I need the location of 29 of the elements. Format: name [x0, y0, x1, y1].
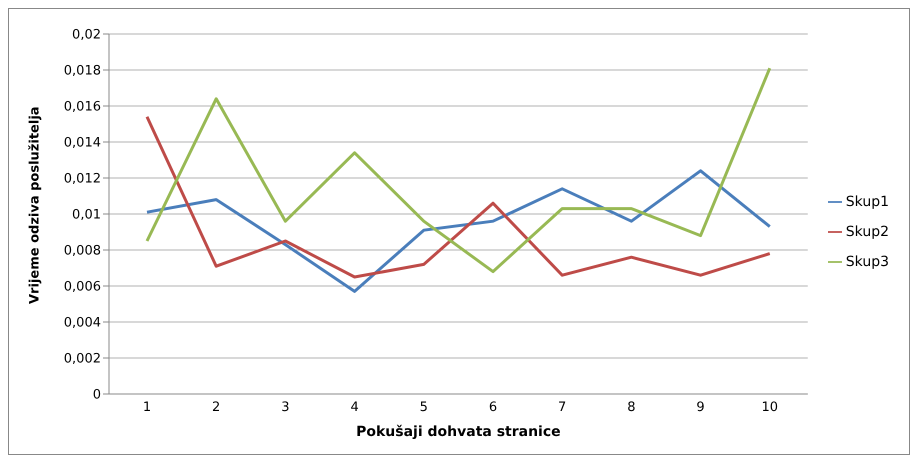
y-tick-label: 0,002 [64, 352, 101, 367]
y-tick-label: 0,02 [72, 28, 101, 43]
x-axis-title: Pokušaji dohvata stranice [356, 424, 561, 440]
y-tick-label: 0,01 [72, 208, 101, 223]
line-series [146, 115, 772, 278]
legend-label: Skup2 [846, 224, 889, 240]
y-tick-label: 0,006 [64, 280, 101, 295]
x-tick-label: 1 [142, 400, 152, 416]
y-tick-label: 0,008 [64, 244, 101, 259]
x-tick-label: 4 [350, 400, 359, 416]
line-series [146, 169, 772, 293]
y-tick-label: 0,018 [64, 64, 101, 79]
x-tick-label: 6 [488, 400, 498, 416]
line-series [146, 66, 772, 274]
x-tick-label: 5 [420, 400, 428, 416]
y-tick-label: 0,014 [64, 136, 101, 151]
y-tick-label: 0,012 [64, 172, 101, 187]
x-tick-label: 8 [627, 400, 636, 416]
x-tick-label: 7 [558, 400, 566, 416]
x-tick-label: 3 [281, 400, 290, 416]
x-tick-label: 9 [696, 400, 705, 416]
x-tick-label: 2 [212, 400, 220, 416]
legend-label: Skup1 [846, 194, 889, 210]
y-tick-label: 0 [92, 388, 101, 403]
y-tick-label: 0,016 [64, 100, 101, 115]
y-tick-label: 0,004 [64, 316, 101, 331]
y-axis-title: Vrijeme odziva poslužitelja [28, 106, 43, 304]
x-tick-label: 10 [761, 400, 778, 416]
legend-label: Skup3 [846, 254, 889, 270]
